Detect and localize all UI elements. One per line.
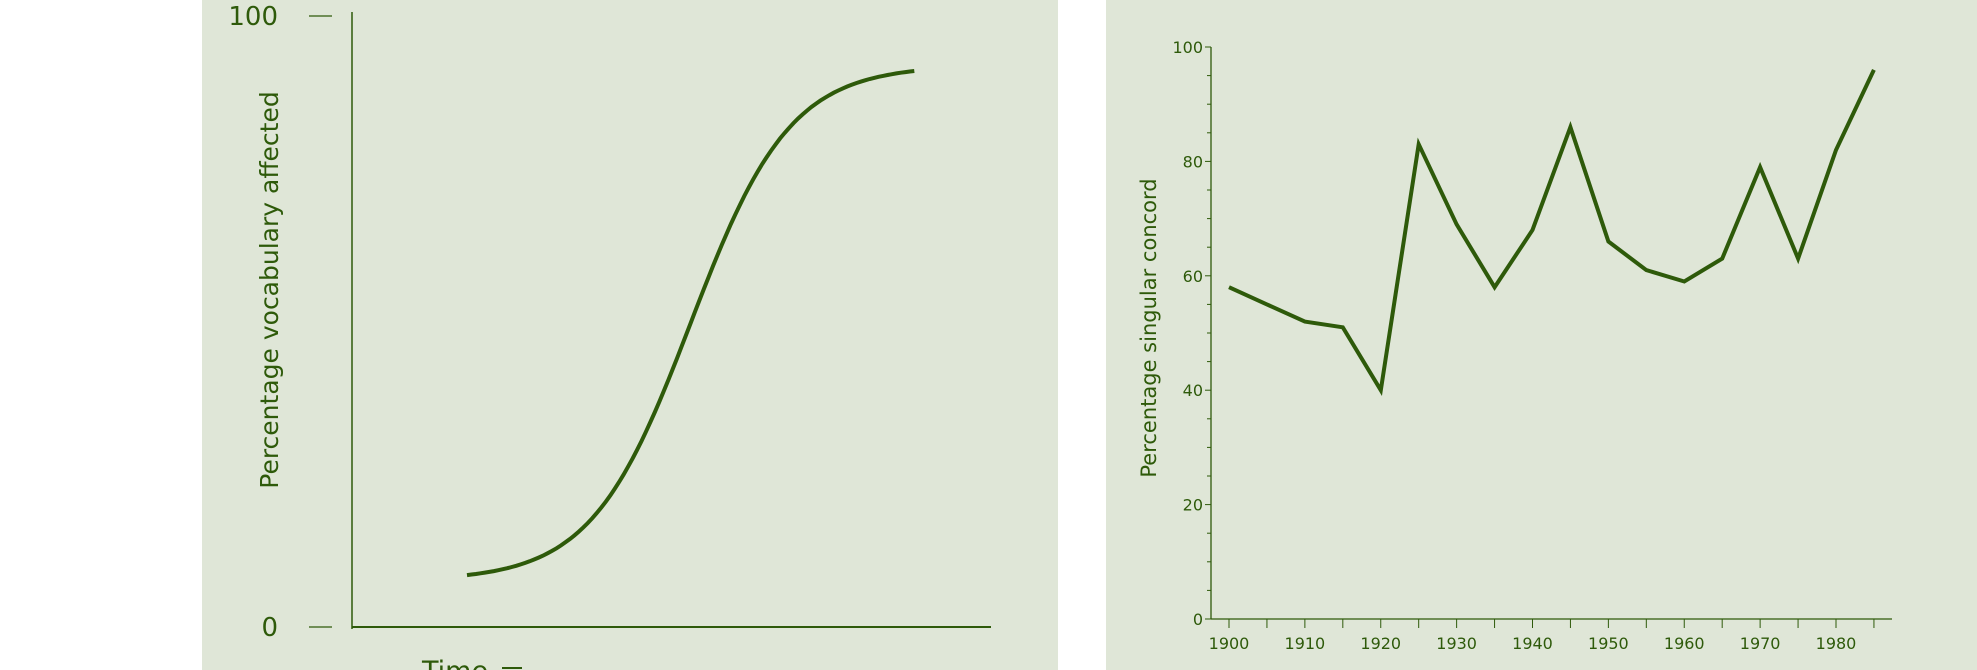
- singular-concord-line: [1228, 69, 1876, 396]
- x-tick-label: 1970: [1740, 634, 1781, 653]
- y-axis-label: Percentage vocabulary affected: [255, 91, 284, 488]
- x-tick-label: 1910: [1285, 634, 1326, 653]
- y-tick-label: 0: [1193, 610, 1203, 629]
- y-tick-label: 100: [1172, 38, 1203, 57]
- s-curve-line: [466, 69, 915, 578]
- x-axis-label: Time: [421, 656, 488, 670]
- s-curve-chart: Percentage vocabulary affected Time 0 100: [228, 2, 991, 670]
- x-tick-label: 1900: [1209, 634, 1250, 653]
- y-axis-label: Percentage singular concord: [1137, 178, 1161, 477]
- x-tick-label: 1920: [1360, 634, 1401, 653]
- singular-concord-chart: Percentage singular concord 0 20 40 60 80 100…: [1137, 38, 1892, 653]
- s-curve-chart-panel: Percentage vocabulary affected Time 0 100: [202, 0, 1058, 670]
- x-tick-label: 1940: [1512, 634, 1553, 653]
- singular-concord-chart-panel: Percentage singular concord 0 20 40 60 80 100…: [1106, 0, 1977, 670]
- x-tick-label: 1980: [1816, 634, 1857, 653]
- x-tick-label: 1960: [1664, 634, 1705, 653]
- y-tick-label: 80: [1183, 152, 1203, 171]
- y-tick-label: 60: [1183, 267, 1203, 286]
- x-tick-label: 1950: [1588, 634, 1629, 653]
- y-tick-label: 40: [1183, 381, 1203, 400]
- x-tick-label: 1930: [1436, 634, 1477, 653]
- y-tick-label: 100: [228, 2, 278, 32]
- y-tick-label: 0: [261, 613, 278, 643]
- y-tick-label: 20: [1183, 496, 1203, 515]
